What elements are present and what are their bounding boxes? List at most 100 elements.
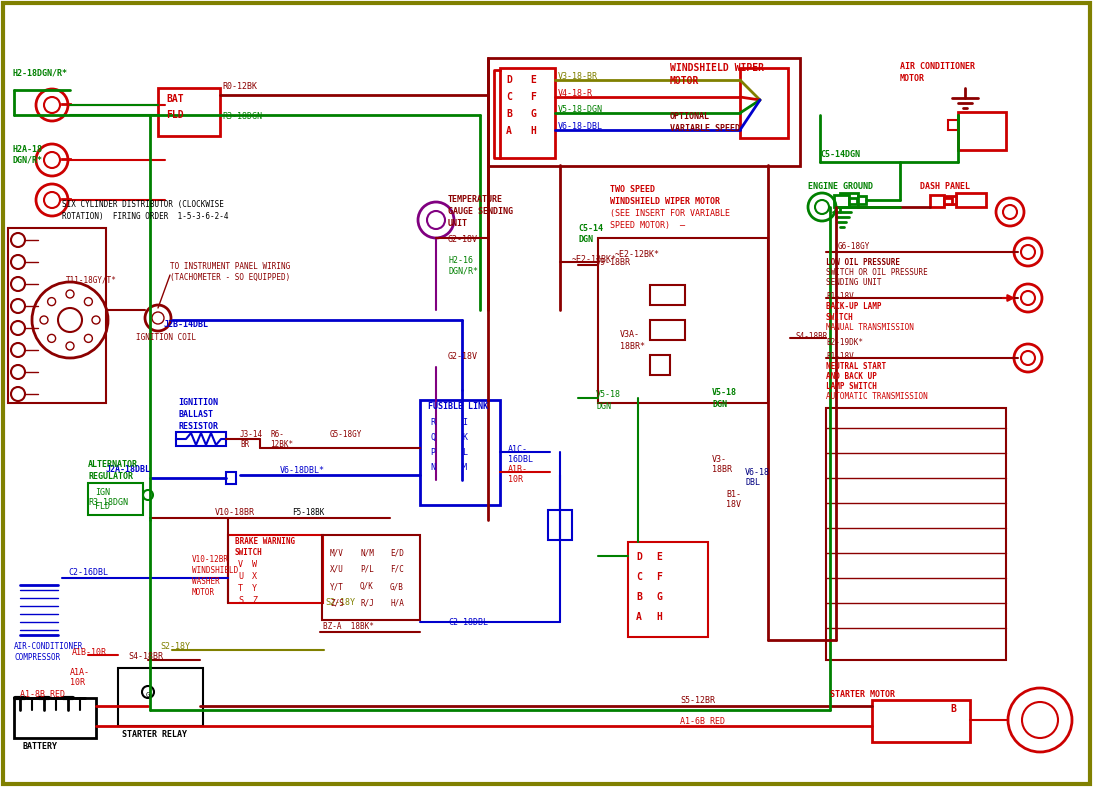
Text: N/M: N/M (360, 548, 374, 557)
Text: TWO SPEED: TWO SPEED (610, 185, 655, 194)
Text: C: C (636, 572, 642, 582)
Text: H: H (656, 612, 662, 622)
Text: V6-18-DBL: V6-18-DBL (559, 122, 603, 131)
Text: G: G (656, 592, 662, 602)
Text: H/A: H/A (390, 599, 404, 608)
Text: C2-16DBL: C2-16DBL (68, 568, 108, 577)
Text: A1B-10R: A1B-10R (72, 648, 107, 657)
Text: U: U (238, 572, 243, 581)
Text: I: I (462, 418, 467, 427)
Text: C2-18DBL: C2-18DBL (448, 618, 487, 627)
Bar (740, 68, 788, 138)
Text: W: W (252, 560, 257, 569)
Text: B2-19DK*: B2-19DK* (826, 338, 863, 347)
Text: BAT: BAT (166, 94, 184, 104)
Text: L: L (462, 448, 467, 457)
Text: OPTIONAL: OPTIONAL (670, 112, 710, 121)
Text: B1-
18V: B1- 18V (726, 490, 741, 509)
Text: V5-18: V5-18 (712, 388, 737, 397)
Text: DASH PANEL: DASH PANEL (920, 182, 969, 191)
Text: Z: Z (252, 596, 257, 605)
Text: R/J: R/J (360, 599, 374, 608)
Bar (872, 700, 969, 742)
Text: A: A (506, 126, 512, 136)
Text: SENDING UNIT: SENDING UNIT (826, 278, 881, 287)
Text: H: H (530, 126, 536, 136)
Text: Y/T: Y/T (330, 582, 344, 591)
Bar (118, 668, 203, 726)
Text: MOTOR: MOTOR (192, 588, 215, 597)
Text: A1B-
10R: A1B- 10R (508, 465, 528, 485)
Text: J2B-14DBL: J2B-14DBL (163, 320, 208, 329)
Text: G: G (530, 109, 536, 119)
Text: SWITCH: SWITCH (235, 548, 262, 557)
Text: V6-18DBL*: V6-18DBL* (280, 466, 325, 475)
Text: V3-
18BR: V3- 18BR (712, 455, 732, 475)
Text: IGNITION COIL: IGNITION COIL (136, 333, 196, 342)
Text: B1-18V: B1-18V (826, 352, 854, 361)
Bar (420, 400, 500, 505)
Bar (650, 355, 670, 375)
Text: X: X (252, 572, 257, 581)
Text: B: B (950, 704, 956, 714)
Text: STARTER MOTOR: STARTER MOTOR (830, 690, 895, 699)
Text: Q/K: Q/K (360, 582, 374, 591)
Text: ENGINE GROUND: ENGINE GROUND (808, 182, 873, 191)
Text: BACK-UP LAMP: BACK-UP LAMP (826, 302, 881, 311)
Text: TO INSTRUMENT PANEL WIRING: TO INSTRUMENT PANEL WIRING (171, 262, 291, 271)
Bar (826, 408, 1006, 660)
Text: (TACHOMETER - SO EQUIPPED): (TACHOMETER - SO EQUIPPED) (171, 273, 291, 282)
Text: D: D (506, 75, 512, 85)
Text: B: B (506, 109, 512, 119)
Text: S2-18Y: S2-18Y (325, 598, 355, 607)
Bar (841, 193, 858, 207)
Text: H2-18DGN/R*: H2-18DGN/R* (12, 68, 67, 77)
Text: BZ-A  18BK*: BZ-A 18BK* (324, 622, 374, 631)
Text: Z/S: Z/S (330, 599, 344, 608)
Text: P: P (430, 448, 435, 457)
Text: Y: Y (252, 584, 257, 593)
Text: D: D (636, 552, 642, 562)
Text: ROTATION)  FIRING ORDER  1-5-3-6-2-4: ROTATION) FIRING ORDER 1-5-3-6-2-4 (62, 212, 228, 221)
Text: WINDSHIELD WIPER: WINDSHIELD WIPER (670, 63, 764, 73)
Text: A1A-
10R: A1A- 10R (70, 668, 90, 687)
Text: AND BACK UP: AND BACK UP (826, 372, 877, 381)
Text: F: F (530, 92, 536, 102)
Text: M: M (462, 463, 467, 472)
Text: AIR CONDITIONER: AIR CONDITIONER (900, 62, 975, 71)
Text: S4-18BR: S4-18BR (795, 332, 827, 341)
Bar (849, 198, 857, 204)
Text: DGN: DGN (596, 402, 611, 411)
Text: G6-18GY: G6-18GY (838, 242, 870, 251)
Text: R3-18DGN: R3-18DGN (89, 498, 128, 507)
Circle shape (142, 686, 154, 698)
Text: R: R (430, 418, 435, 427)
Text: R6-: R6- (270, 430, 284, 439)
Bar (948, 120, 957, 130)
Text: V5-18: V5-18 (596, 390, 621, 399)
Text: V6-18
DBL: V6-18 DBL (745, 468, 769, 487)
Text: E: E (530, 75, 536, 85)
Text: MOTOR: MOTOR (900, 74, 925, 83)
Bar (14, 698, 96, 738)
Bar (8, 228, 106, 403)
Bar (650, 320, 685, 340)
Bar (628, 542, 708, 637)
Text: B: B (636, 592, 642, 602)
Text: WASHER: WASHER (192, 577, 220, 586)
Text: V5-18-DGN: V5-18-DGN (559, 105, 603, 114)
Text: G: G (145, 692, 150, 698)
Text: R0-12BK: R0-12BK (222, 82, 257, 91)
Text: ~E2-12BK*: ~E2-12BK* (572, 255, 618, 264)
Text: 12BK*: 12BK* (270, 440, 293, 449)
Text: SWITCH OR OIL PRESSURE: SWITCH OR OIL PRESSURE (826, 268, 928, 277)
Text: S5-12BR: S5-12BR (680, 696, 715, 705)
Text: C5-14DGN: C5-14DGN (820, 150, 860, 159)
Text: H2-16: H2-16 (448, 256, 473, 265)
Text: N: N (430, 463, 435, 472)
Text: LAMP SWITCH: LAMP SWITCH (826, 382, 877, 391)
Text: H2A-18: H2A-18 (12, 145, 42, 154)
Text: 18BR*: 18BR* (620, 342, 645, 351)
Text: REGULATOR: REGULATOR (89, 472, 133, 481)
Text: F5-18BK: F5-18BK (292, 508, 325, 517)
